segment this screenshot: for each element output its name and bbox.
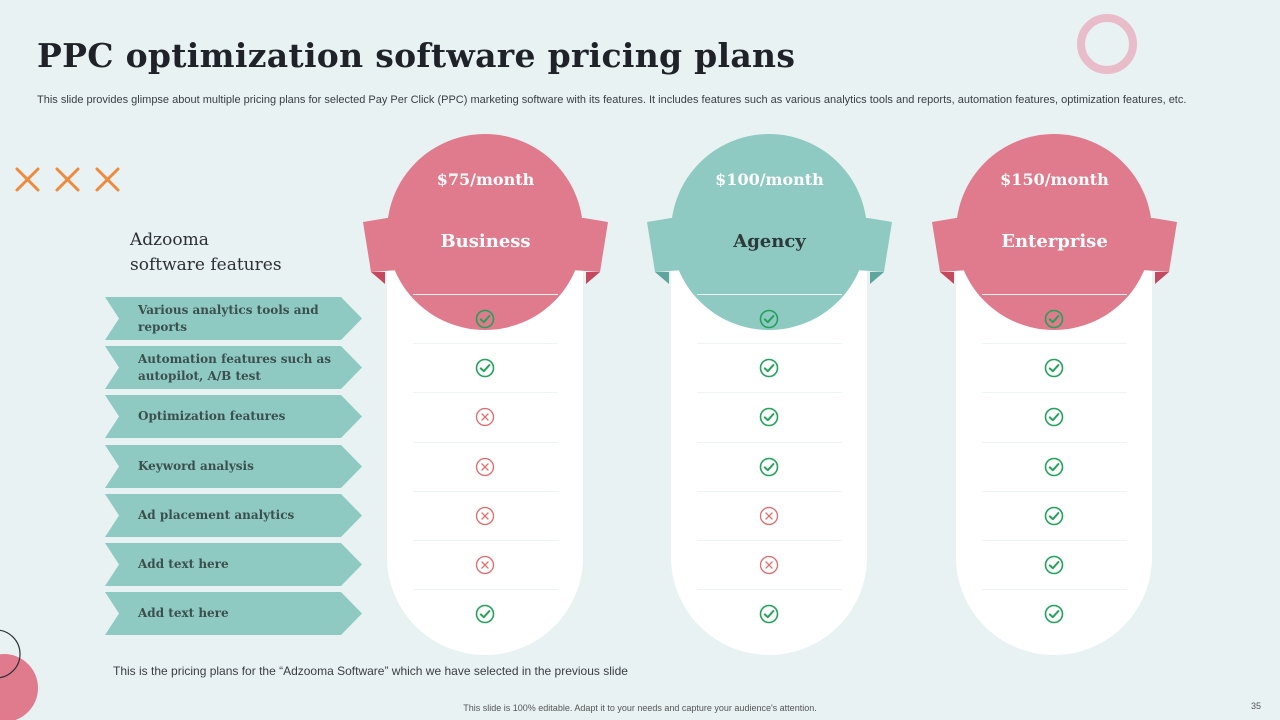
check-circle-icon xyxy=(759,457,779,477)
check-circle-icon xyxy=(1044,506,1064,526)
check-circle-icon xyxy=(475,358,495,378)
feature-label: Various analytics tools and reports xyxy=(138,302,319,334)
feature-label: Add text here xyxy=(138,606,229,620)
row-divider xyxy=(697,589,842,590)
x-circle-icon xyxy=(759,555,779,575)
row-divider xyxy=(413,294,558,295)
check-circle-icon xyxy=(759,358,779,378)
check-circle-icon xyxy=(475,604,495,624)
slide-caption: This is the pricing plans for the “Adzoo… xyxy=(113,664,628,678)
row-divider xyxy=(982,540,1127,541)
plan-banner xyxy=(647,218,892,284)
check-circle-icon xyxy=(475,309,495,329)
check-circle-icon xyxy=(1044,604,1064,624)
row-divider xyxy=(982,589,1127,590)
row-divider xyxy=(413,343,558,344)
row-divider xyxy=(413,442,558,443)
slide-subtitle: This slide provides glimpse about multip… xyxy=(37,94,1187,106)
plan-card-business: $75/month Business xyxy=(363,132,608,657)
slide-title: PPC optimization software pricing plans xyxy=(37,36,796,75)
x-circle-icon xyxy=(475,457,495,477)
plan-banner xyxy=(363,218,608,284)
feature-row: Optimization features xyxy=(105,395,362,438)
feature-label: Keyword analysis xyxy=(138,459,254,473)
row-divider xyxy=(413,540,558,541)
cross-icon xyxy=(15,167,40,192)
row-divider xyxy=(982,294,1127,295)
footer-note: This slide is 100% editable. Adapt it to… xyxy=(463,703,817,713)
plan-name: Enterprise xyxy=(1001,231,1108,252)
features-heading: Adzooma software features xyxy=(130,230,282,275)
row-divider xyxy=(697,392,842,393)
row-divider xyxy=(982,392,1127,393)
circle-decoration xyxy=(0,629,38,720)
row-divider xyxy=(697,294,842,295)
x-circle-icon xyxy=(475,506,495,526)
check-circle-icon xyxy=(759,309,779,329)
row-divider xyxy=(413,392,558,393)
feature-label: Add text here xyxy=(138,557,229,571)
check-circle-icon xyxy=(1044,407,1064,427)
ring-decoration xyxy=(1077,14,1137,74)
plan-card-agency: $100/month Agency xyxy=(647,132,892,657)
x-circle-icon xyxy=(475,407,495,427)
row-divider xyxy=(697,540,842,541)
feature-label: Ad placement analytics xyxy=(138,508,295,522)
row-divider xyxy=(697,491,842,492)
x-circle-icon xyxy=(759,506,779,526)
cross-icon xyxy=(95,167,120,192)
feature-row: Add text here xyxy=(105,543,362,586)
check-circle-icon xyxy=(1044,555,1064,575)
plan-price: $150/month xyxy=(1000,170,1109,189)
feature-row: Add text here xyxy=(105,592,362,635)
row-divider xyxy=(982,491,1127,492)
check-circle-icon xyxy=(1044,309,1064,329)
feature-row: Various analytics tools and reports xyxy=(105,297,362,340)
cross-icon xyxy=(55,167,80,192)
page-number: 35 xyxy=(1251,701,1262,711)
row-divider xyxy=(413,589,558,590)
row-divider xyxy=(697,442,842,443)
row-divider xyxy=(982,343,1127,344)
feature-row: Automation features such as autopilot, A… xyxy=(105,346,362,389)
feature-row: Keyword analysis xyxy=(105,445,362,488)
plan-name: Agency xyxy=(733,231,806,252)
row-divider xyxy=(982,442,1127,443)
row-divider xyxy=(697,343,842,344)
check-circle-icon xyxy=(759,604,779,624)
x-circle-icon xyxy=(475,555,495,575)
feature-label: Automation features such as autopilot, A… xyxy=(138,351,332,383)
plan-price: $100/month xyxy=(715,170,824,189)
plan-banner xyxy=(932,218,1177,284)
cross-icon-group xyxy=(15,167,120,192)
feature-row: Ad placement analytics xyxy=(105,494,362,537)
feature-label: Optimization features xyxy=(138,409,286,423)
plan-price: $75/month xyxy=(436,170,535,189)
plan-name: Business xyxy=(440,231,531,252)
check-circle-icon xyxy=(1044,358,1064,378)
check-circle-icon xyxy=(759,407,779,427)
plan-card-enterprise: $150/month Enterprise xyxy=(932,132,1177,657)
check-circle-icon xyxy=(1044,457,1064,477)
row-divider xyxy=(413,491,558,492)
